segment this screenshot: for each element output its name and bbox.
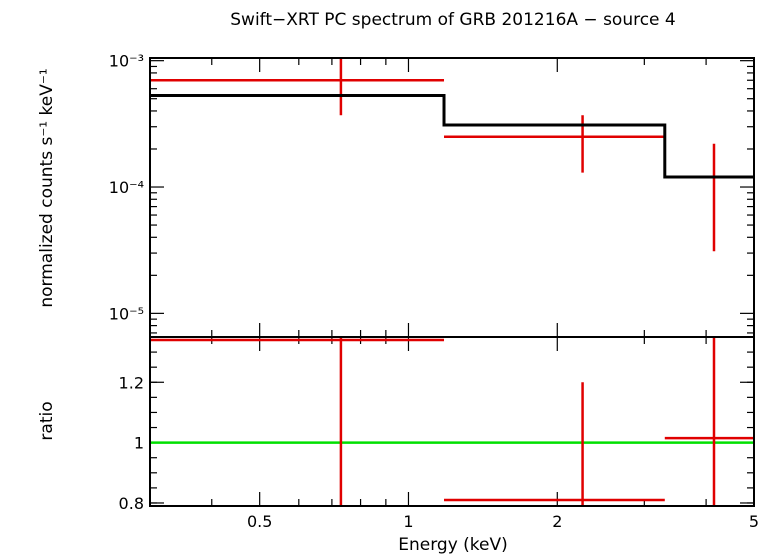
x-axis-label: Energy (keV) xyxy=(398,535,508,555)
y-tick-label-spectrum: 10⁻⁴ xyxy=(109,178,144,197)
spectrum-panel-frame xyxy=(149,57,755,338)
y-tick-label-spectrum: 10⁻⁵ xyxy=(109,304,144,323)
y-axis-label-spectrum: normalized counts s⁻¹ keV⁻¹ xyxy=(37,68,57,307)
y-tick-label-ratio: 0.8 xyxy=(119,494,144,513)
ratio-panel-frame xyxy=(149,336,755,507)
y-tick-label-ratio: 1 xyxy=(134,434,144,453)
y-tick-label-spectrum: 10⁻³ xyxy=(109,52,144,71)
chart-title: Swift−XRT PC spectrum of GRB 201216A − s… xyxy=(230,10,676,30)
x-tick-label: 1 xyxy=(403,512,413,531)
y-tick-label-ratio: 1.2 xyxy=(119,373,144,392)
x-tick-label: 5 xyxy=(749,512,759,531)
y-axis-label-ratio: ratio xyxy=(37,401,57,440)
model-step-line xyxy=(150,94,754,179)
x-tick-label: 2 xyxy=(552,512,562,531)
x-tick-label: 0.5 xyxy=(247,512,272,531)
